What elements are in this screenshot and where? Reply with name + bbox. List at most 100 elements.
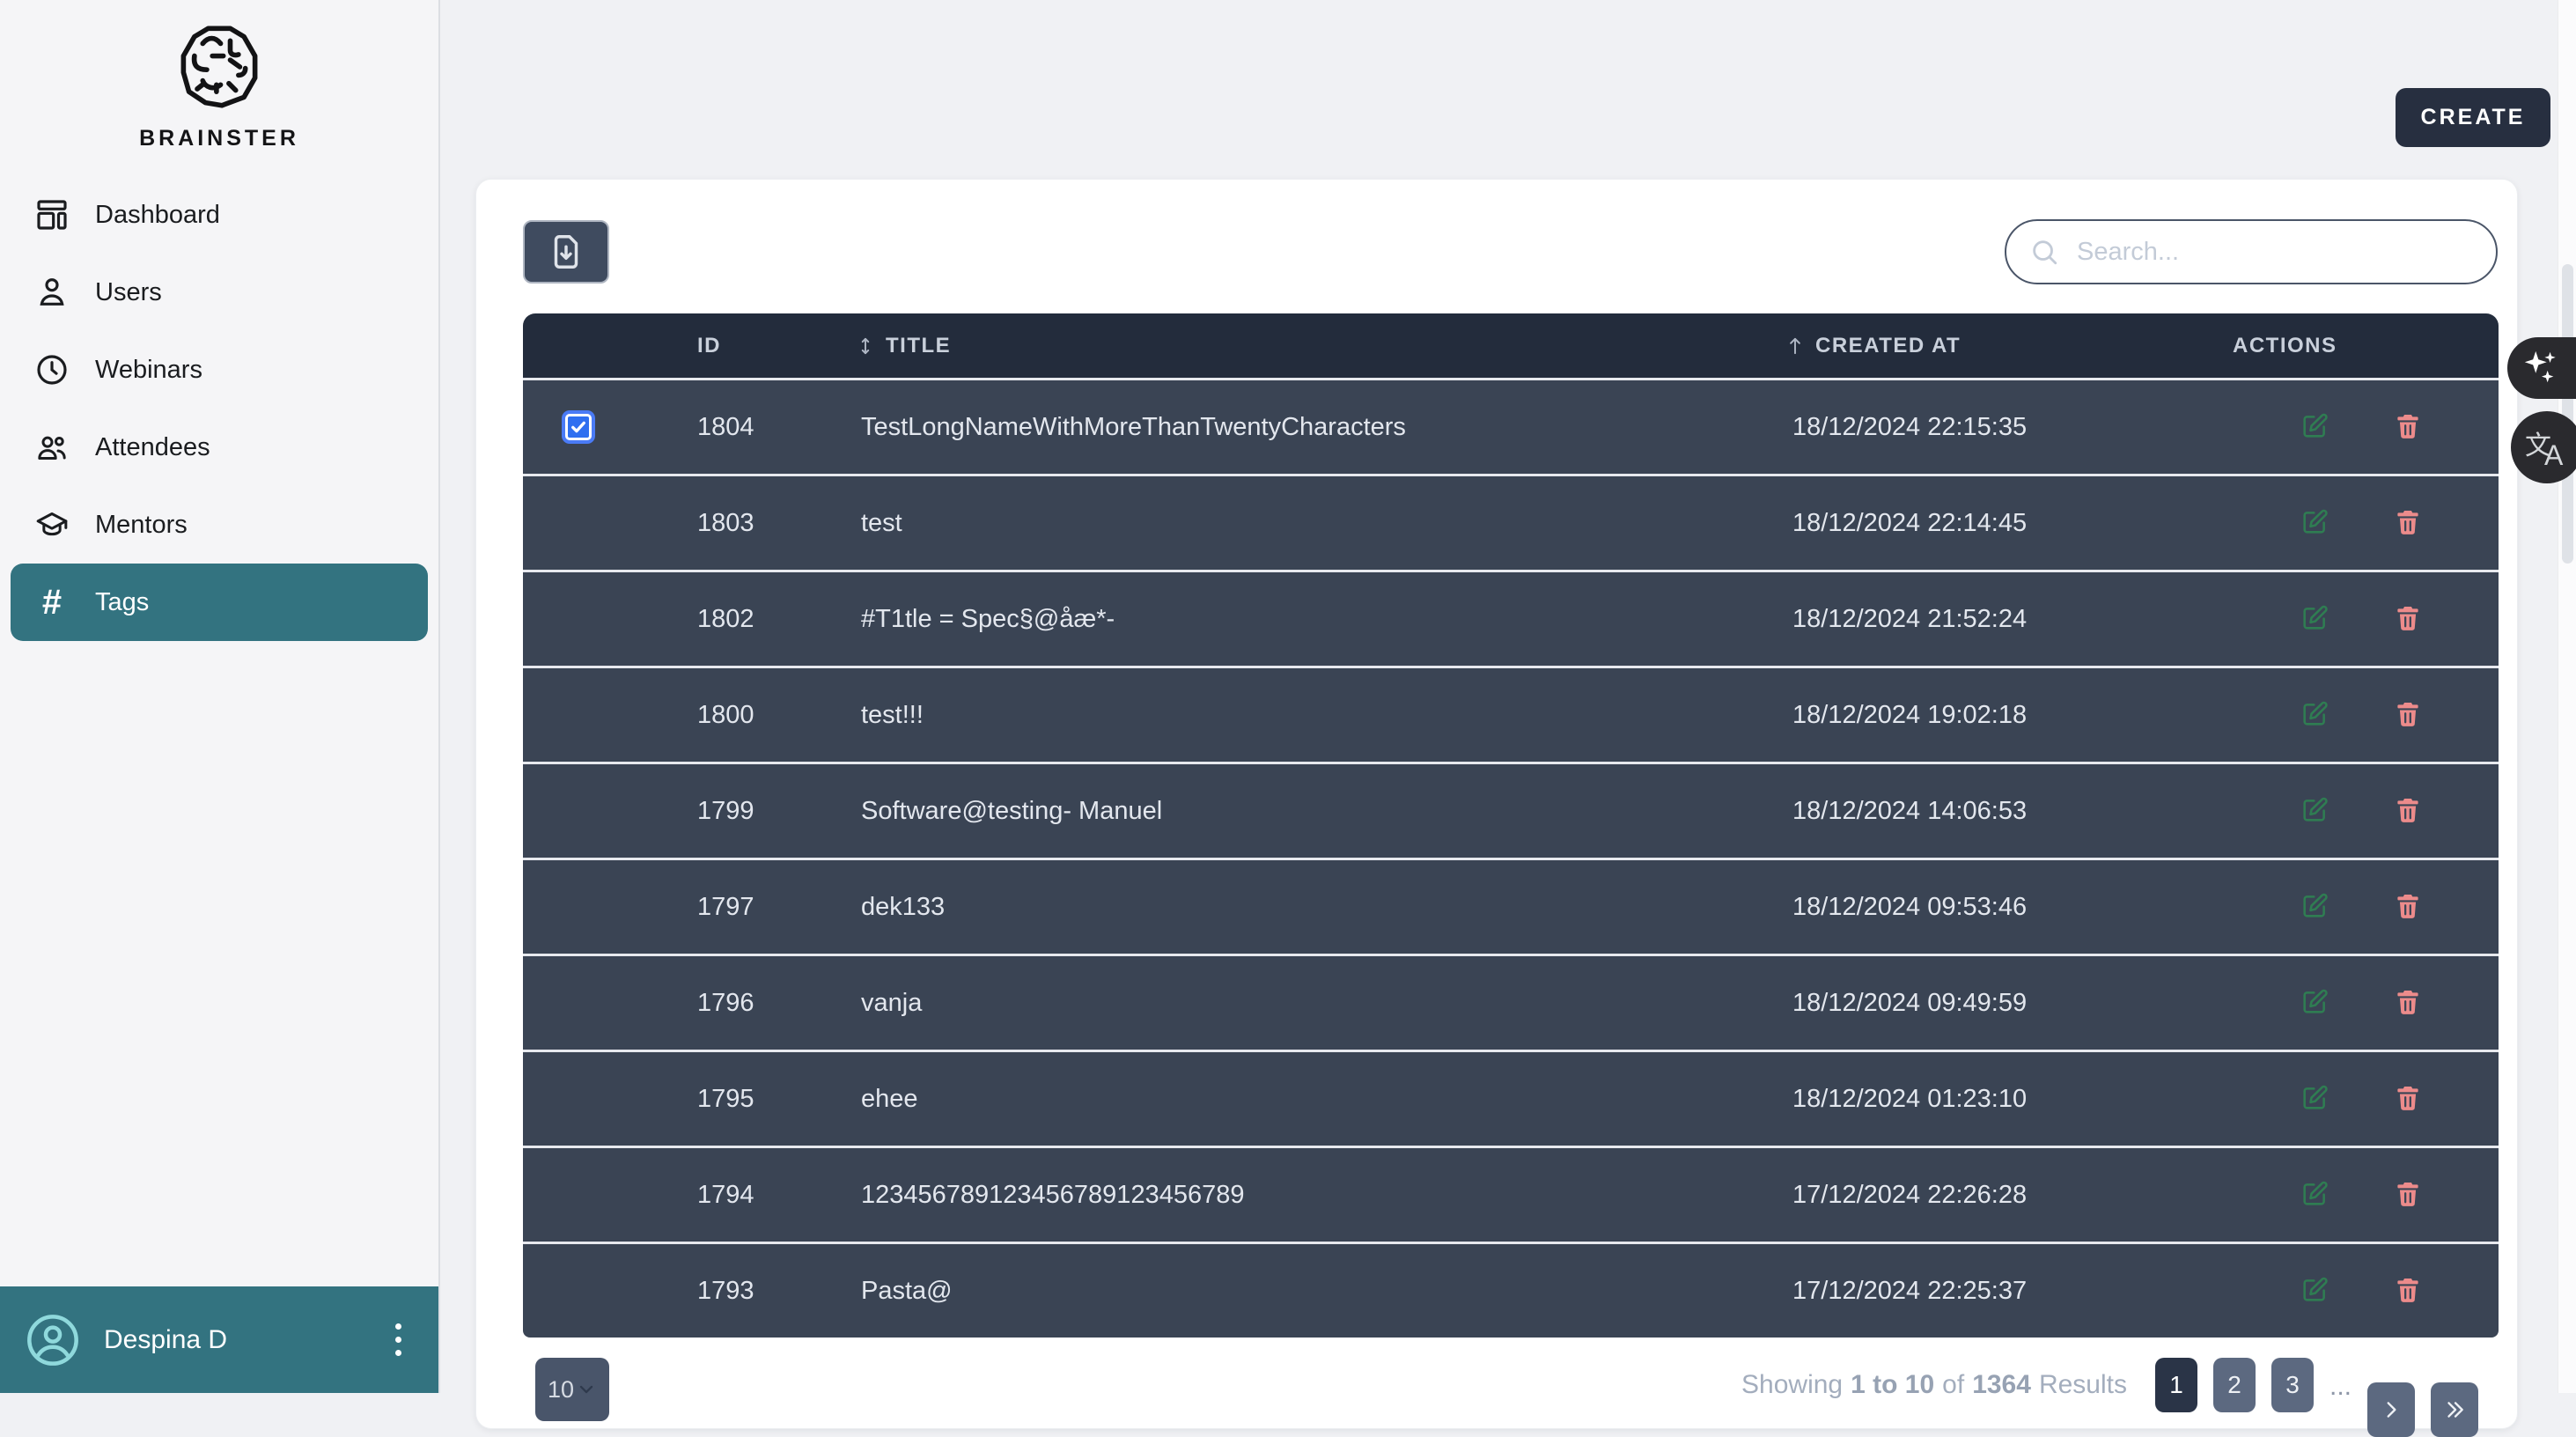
sidebar-item-webinars[interactable]: Webinars: [11, 331, 428, 409]
row-id: 1796: [697, 988, 754, 1017]
sidebar-item-label: Tags: [95, 587, 150, 616]
page-ellipsis: ...: [2329, 1372, 2352, 1401]
trash-icon: [2393, 1083, 2423, 1116]
sidebar-item-label: Mentors: [95, 510, 188, 539]
row-title: dek133: [861, 892, 946, 921]
edit-button[interactable]: [2299, 507, 2330, 539]
chevron-down-icon: [579, 1385, 593, 1394]
delete-button[interactable]: [2392, 1179, 2424, 1211]
table-row: 1796 vanja 18/12/2024 09:49:59: [523, 954, 2499, 1050]
dashboard-icon: [33, 196, 70, 233]
sidebar-item-attendees[interactable]: Attendees: [11, 409, 428, 486]
edit-button[interactable]: [2299, 603, 2330, 635]
search-box[interactable]: [2005, 219, 2498, 284]
table-body: 1804 TestLongNameWithMoreThanTwentyCharac…: [523, 378, 2499, 1338]
trash-icon: [2393, 699, 2423, 732]
sidebar-item-tags[interactable]: # Tags: [11, 564, 428, 641]
edit-icon: [2300, 891, 2329, 924]
table-row: 1804 TestLongNameWithMoreThanTwentyCharac…: [523, 378, 2499, 474]
edit-icon: [2300, 987, 2329, 1020]
edit-button[interactable]: [2299, 1179, 2330, 1211]
row-checkbox[interactable]: [565, 414, 592, 440]
chevron-right-icon: [2387, 1401, 2396, 1418]
trash-icon: [2393, 795, 2423, 828]
last-page-button[interactable]: [2431, 1382, 2478, 1437]
row-actions: [2202, 507, 2499, 539]
row-title: test: [861, 508, 902, 537]
row-created-at: 18/12/2024 09:53:46: [1792, 892, 2028, 921]
page-size-select[interactable]: 10: [535, 1358, 609, 1421]
sidebar-item-label: Users: [95, 277, 162, 306]
delete-button[interactable]: [2392, 507, 2424, 539]
trash-icon: [2393, 1275, 2423, 1308]
page-button-3[interactable]: 3: [2271, 1358, 2314, 1412]
trash-icon: [2393, 603, 2423, 636]
create-button[interactable]: CREATE: [2396, 88, 2550, 147]
trash-icon: [2393, 507, 2423, 540]
row-created-at: 18/12/2024 21:52:24: [1792, 604, 2028, 633]
column-header-title-label: TITLE: [886, 333, 952, 357]
row-created-at: 18/12/2024 22:14:45: [1792, 508, 2028, 537]
sidebar-item-users[interactable]: Users: [11, 254, 428, 331]
column-header-created-at[interactable]: CREATED AT: [1784, 334, 2202, 358]
translate-icon: 文: [2525, 431, 2551, 461]
table-row: 1793 Pasta@ 17/12/2024 22:25:37: [523, 1242, 2499, 1338]
row-checkbox-cell: [523, 414, 697, 440]
row-created-at: 18/12/2024 14:06:53: [1792, 796, 2028, 825]
sidebar-item-mentors[interactable]: Mentors: [11, 486, 428, 564]
delete-button[interactable]: [2392, 891, 2424, 923]
hash-icon: #: [41, 583, 63, 622]
translate-floating-button[interactable]: 文 A: [2511, 411, 2576, 483]
row-created-at: 17/12/2024 22:26:28: [1792, 1180, 2028, 1209]
search-input[interactable]: [2075, 236, 2473, 268]
brand-name: BRAINSTER: [139, 126, 299, 151]
delete-button[interactable]: [2392, 699, 2424, 731]
delete-button[interactable]: [2392, 1083, 2424, 1115]
edit-icon: [2300, 795, 2329, 828]
edit-icon: [2300, 507, 2329, 540]
edit-button[interactable]: [2299, 1275, 2330, 1307]
table-toolbar: [523, 219, 2498, 284]
edit-button[interactable]: [2299, 411, 2330, 443]
row-title: 123456789123456789123456789: [861, 1180, 1245, 1209]
row-actions: [2202, 699, 2499, 731]
row-id: 1793: [697, 1276, 754, 1305]
delete-button[interactable]: [2392, 795, 2424, 827]
sidebar-item-dashboard[interactable]: Dashboard: [11, 176, 428, 254]
delete-button[interactable]: [2392, 603, 2424, 635]
edit-icon: [2300, 1179, 2329, 1212]
page-button-1[interactable]: 1: [2154, 1358, 2197, 1412]
delete-button[interactable]: [2392, 411, 2424, 443]
user-icon: [33, 274, 70, 311]
table-header-row: ID TITLE CREATED AT ACTIONS: [523, 313, 2499, 378]
export-button[interactable]: [523, 220, 609, 284]
tags-table: ID TITLE CREATED AT ACTIONS 1804 Tes: [523, 313, 2499, 1338]
edit-button[interactable]: [2299, 987, 2330, 1019]
edit-icon: [2300, 1083, 2329, 1116]
delete-button[interactable]: [2392, 1275, 2424, 1307]
column-header-actions: ACTIONS: [2233, 333, 2337, 357]
next-page-button[interactable]: [2367, 1382, 2415, 1437]
page-scrollbar[interactable]: [2558, 0, 2576, 1393]
row-id: 1794: [697, 1180, 754, 1209]
edit-button[interactable]: [2299, 699, 2330, 731]
row-created-at: 17/12/2024 22:25:37: [1792, 1276, 2028, 1305]
scrollbar-thumb[interactable]: [2562, 264, 2573, 564]
edit-button[interactable]: [2299, 795, 2330, 827]
column-header-id[interactable]: ID: [697, 333, 721, 357]
trash-icon: [2393, 891, 2423, 924]
column-header-title[interactable]: TITLE: [854, 334, 1784, 358]
table-row: 1797 dek133 18/12/2024 09:53:46: [523, 858, 2499, 954]
row-actions: [2202, 795, 2499, 827]
user-bar[interactable]: Despina D: [0, 1286, 438, 1393]
page-button-2[interactable]: 2: [2212, 1358, 2256, 1412]
edit-button[interactable]: [2299, 891, 2330, 923]
table-row: 1794 123456789123456789123456789 17/12/202…: [523, 1146, 2499, 1242]
assistant-floating-button[interactable]: [2507, 337, 2576, 399]
clock-icon: [33, 351, 70, 388]
delete-button[interactable]: [2392, 987, 2424, 1019]
edit-button[interactable]: [2299, 1083, 2330, 1115]
kebab-menu-icon[interactable]: [390, 1318, 407, 1361]
